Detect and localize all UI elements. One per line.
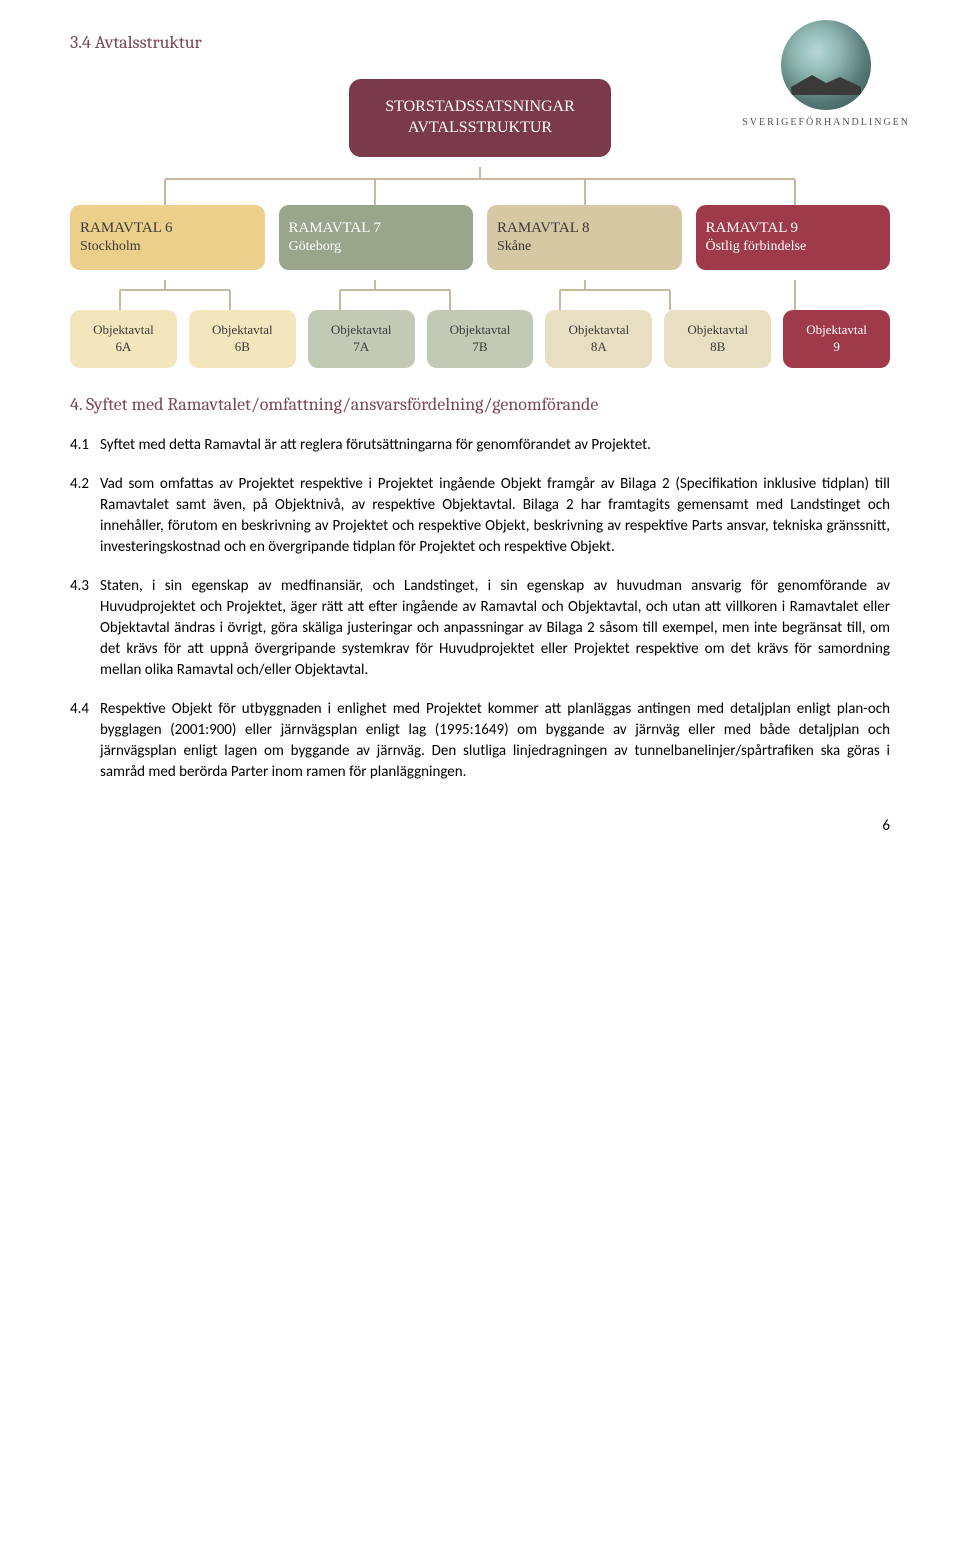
obj-line1: Objektavtal bbox=[551, 322, 646, 339]
obj-line2: 6A bbox=[76, 339, 171, 356]
diagram-root-box: STORSTADSSATSNINGAR AVTALSSTRUKTUR bbox=[349, 79, 611, 157]
obj-line1: Objektavtal bbox=[670, 322, 765, 339]
obj-line1: Objektavtal bbox=[76, 322, 171, 339]
obj-line2: 8A bbox=[551, 339, 646, 356]
obj-box-3: Objektavtal7B bbox=[427, 310, 534, 368]
obj-line2: 7B bbox=[433, 339, 528, 356]
obj-line1: Objektavtal bbox=[433, 322, 528, 339]
ram-subtitle: Stockholm bbox=[80, 238, 255, 256]
page-number: 6 bbox=[882, 816, 890, 837]
header-logo: SVERIGEFÖRHANDLINGEN bbox=[742, 20, 910, 130]
obj-box-1: Objektavtal6B bbox=[189, 310, 296, 368]
ram-subtitle: Östlig förbindelse bbox=[706, 238, 881, 256]
para-text: Vad som omfattas av Projektet respektive… bbox=[100, 474, 890, 558]
para-4-2: 4.2 Vad som omfattas av Projektet respek… bbox=[70, 474, 890, 558]
para-text: Syftet med detta Ramavtal är att reglera… bbox=[100, 435, 890, 456]
ram-subtitle: Göteborg bbox=[289, 238, 464, 256]
heading-4: 4. Syftet med Ramavtalet/omfattning/ansv… bbox=[70, 392, 890, 417]
para-text: Staten, i sin egenskap av medfinansiär, … bbox=[100, 576, 890, 681]
root-line1: STORSTADSSATSNINGAR bbox=[385, 97, 575, 118]
para-4-1: 4.1 Syftet med detta Ramavtal är att reg… bbox=[70, 435, 890, 456]
ram-row: RAMAVTAL 6StockholmRAMAVTAL 7GöteborgRAM… bbox=[70, 205, 890, 271]
ram-title: RAMAVTAL 6 bbox=[80, 219, 255, 239]
para-text: Respektive Objekt för utbyggnaden i enli… bbox=[100, 699, 890, 783]
obj-line1: Objektavtal bbox=[314, 322, 409, 339]
ram-title: RAMAVTAL 9 bbox=[706, 219, 881, 239]
obj-line2: 8B bbox=[670, 339, 765, 356]
obj-box-4: Objektavtal8A bbox=[545, 310, 652, 368]
obj-box-2: Objektavtal7A bbox=[308, 310, 415, 368]
obj-line2: 9 bbox=[789, 339, 884, 356]
logo-caption: SVERIGEFÖRHANDLINGEN bbox=[742, 116, 910, 130]
obj-line1: Objektavtal bbox=[789, 322, 884, 339]
obj-box-6: Objektavtal9 bbox=[783, 310, 890, 368]
para-4-4: 4.4 Respektive Objekt för utbyggnaden i … bbox=[70, 699, 890, 783]
obj-line2: 7A bbox=[314, 339, 409, 356]
ram-box-2: RAMAVTAL 8Skåne bbox=[487, 205, 682, 271]
para-num: 4.1 bbox=[70, 435, 100, 456]
obj-box-0: Objektavtal6A bbox=[70, 310, 177, 368]
ram-box-1: RAMAVTAL 7Göteborg bbox=[279, 205, 474, 271]
obj-row: Objektavtal6AObjektavtal6BObjektavtal7AO… bbox=[70, 310, 890, 368]
ram-box-0: RAMAVTAL 6Stockholm bbox=[70, 205, 265, 271]
obj-line1: Objektavtal bbox=[195, 322, 290, 339]
ram-box-3: RAMAVTAL 9Östlig förbindelse bbox=[696, 205, 891, 271]
ram-subtitle: Skåne bbox=[497, 238, 672, 256]
root-line2: AVTALSSTRUKTUR bbox=[385, 118, 575, 139]
connector-root-to-ram bbox=[70, 167, 890, 205]
para-num: 4.4 bbox=[70, 699, 100, 783]
logo-image bbox=[781, 20, 871, 110]
ram-title: RAMAVTAL 8 bbox=[497, 219, 672, 239]
obj-box-5: Objektavtal8B bbox=[664, 310, 771, 368]
para-4-3: 4.3 Staten, i sin egenskap av medfinansi… bbox=[70, 576, 890, 681]
para-num: 4.2 bbox=[70, 474, 100, 558]
para-num: 4.3 bbox=[70, 576, 100, 681]
connector-ram-to-obj bbox=[70, 280, 890, 310]
obj-line2: 6B bbox=[195, 339, 290, 356]
ram-title: RAMAVTAL 7 bbox=[289, 219, 464, 239]
